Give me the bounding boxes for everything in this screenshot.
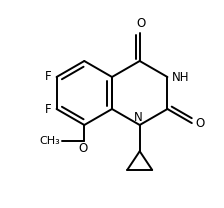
Text: O: O (79, 142, 88, 155)
Text: O: O (196, 116, 205, 130)
Text: F: F (45, 103, 52, 115)
Text: N: N (134, 111, 143, 124)
Text: F: F (45, 69, 52, 83)
Text: NH: NH (171, 71, 189, 83)
Text: O: O (136, 17, 145, 30)
Text: CH₃: CH₃ (39, 136, 60, 146)
